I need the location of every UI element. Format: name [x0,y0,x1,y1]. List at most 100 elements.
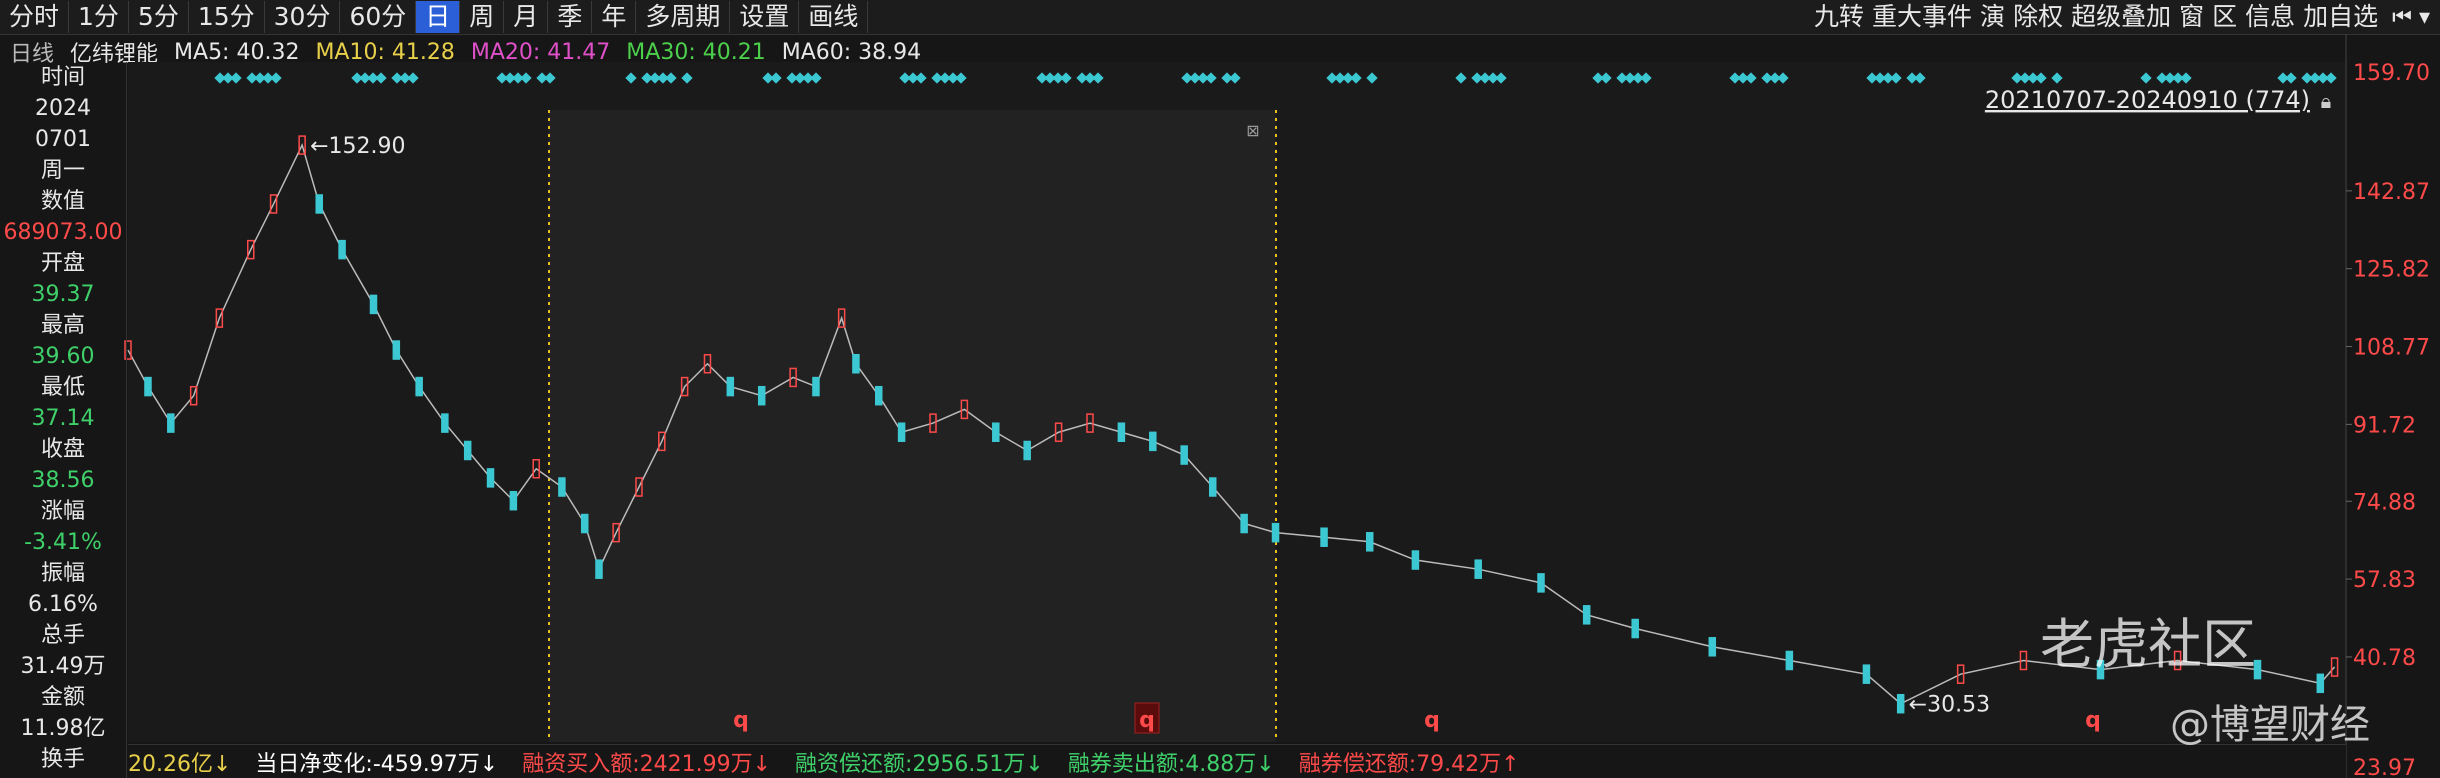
candle [726,376,735,397]
candle [635,477,643,497]
period-tab[interactable]: 1分 [69,1,129,33]
candle [2173,650,2182,671]
info-row: 换手 [40,747,85,772]
y-tick-label: 125.82 [2353,258,2430,283]
signal-diamond [1342,72,1354,84]
candle [298,135,306,155]
signal-diamond [1769,72,1781,84]
margin-item: 融券偿还额:79.42万↑ [1298,752,1520,777]
event-marker: q [2085,708,2101,733]
signal-diamond [2027,72,2039,84]
ma-label: MA20: 41.47 [470,39,611,65]
candle [812,376,820,397]
candle [1365,532,1374,552]
signal-diamond [2172,72,2184,84]
tool-button[interactable]: 重大事件 [1872,2,1973,31]
period-tab[interactable]: 月 [504,1,549,33]
signal-diamond [2301,72,2313,84]
tool-button[interactable]: 加自选 [2303,2,2379,31]
info-row: 689073.00 [3,220,123,245]
candle [929,413,937,433]
candle [837,308,846,328]
info-row: 37.14 [31,406,95,431]
period-tab[interactable]: 5分 [129,1,189,33]
watermark: 老虎社区 [2040,613,2256,676]
candle [269,194,278,214]
signal-diamond [1044,72,1056,84]
signal-diamond [1036,72,1048,84]
close-icon[interactable]: ⊠ [1246,121,1259,140]
period-tab[interactable]: 年 [592,1,637,33]
signal-diamond [1229,72,1241,84]
signal-diamond [1761,72,1773,84]
signal-diamond [2140,72,2152,84]
info-row: 收盘 [40,437,85,462]
period-tab[interactable]: 日 [416,1,461,33]
period-tab[interactable]: 15分 [189,1,265,33]
period-tab[interactable]: 季 [548,1,593,33]
tool-button[interactable]: 信息 [2245,2,2296,31]
signal-diamond [1487,72,1499,84]
info-panel: 时间 2024 0701 周一 数值 689073.00 开盘 39.37 最高 39.60 最低 3… [0,62,127,778]
tool-button[interactable]: 超级叠加 [2071,2,2172,31]
info-row: 2024 [35,96,91,121]
margin-item: 当日净变化:-459.97万↓ [255,752,499,777]
signal-diamond [1366,72,1378,84]
signal-diamond [1882,72,1894,84]
period-tab[interactable]: 设置 [730,1,800,33]
tool-button[interactable]: 区 [2212,2,2238,31]
signal-diamond [1334,72,1346,84]
period-label: 日线 [10,42,55,67]
tool-button[interactable]: 演 [1980,2,2006,31]
signal-diamond [1326,72,1338,84]
nav-icons[interactable]: ⏮ ▾ [2392,4,2430,30]
y-tick-label: 74.88 [2353,490,2416,515]
candle [580,513,589,534]
period-tab[interactable]: 周 [460,1,505,33]
signal-diamond [1221,72,1233,84]
margin-item: 融资买入额:2421.99万↓ [522,752,772,777]
candle [2019,650,2028,671]
margin-item: 融券卖出额:4.88万↓ [1067,752,1275,777]
info-row: 11.98亿 [20,716,106,741]
lock-icon[interactable]: 🔒︎ [2321,89,2332,113]
event-marker: q [1139,708,1155,733]
signal-diamond [1205,72,1217,84]
signal-diamond [1632,72,1644,84]
margin-bar: 20.26亿↓ 当日净变化:-459.97万↓ 融资买入额:2421.99万↓ 融资偿… [128,744,2346,778]
info-row: 周一 [40,158,85,183]
info-row: 39.37 [31,282,95,307]
ma-label: MA5: 40.32 [174,39,300,65]
signal-diamond [1495,72,1507,84]
info-row: 最低 [40,375,85,400]
tool-button[interactable]: 九转 [1814,2,1865,31]
signal-diamond [1624,72,1636,84]
period-tab[interactable]: 60分 [340,1,417,33]
event-marker: q [733,708,749,733]
candle [1631,618,1639,639]
candle [463,440,472,461]
candle [1086,413,1094,433]
signal-diamond [1777,72,1789,84]
candle [509,490,518,511]
candle [1117,422,1126,442]
tool-button[interactable]: 窗 [2179,2,2205,31]
margin-item: 20.26亿↓ [128,752,232,777]
period-tab[interactable]: 多周期 [636,1,731,33]
event-marker: q [1424,708,1440,733]
period-tab[interactable]: 30分 [265,1,341,33]
candle [1240,513,1248,534]
marker-box [1134,702,1160,734]
signal-diamond [1181,72,1193,84]
tool-button[interactable]: 除权 [2013,2,2064,31]
candle [1956,664,1965,684]
period-tab[interactable]: 画线 [799,1,869,33]
candle [703,354,712,374]
info-row: 38.56 [31,468,95,493]
period-tab[interactable]: 分时 [0,1,70,33]
signal-diamond [1906,72,1918,84]
info-row: 最高 [40,313,85,338]
range-label: 20210707-20240910 (774) [1985,86,2310,114]
price-annotation: ←30.53 [1909,693,1990,718]
